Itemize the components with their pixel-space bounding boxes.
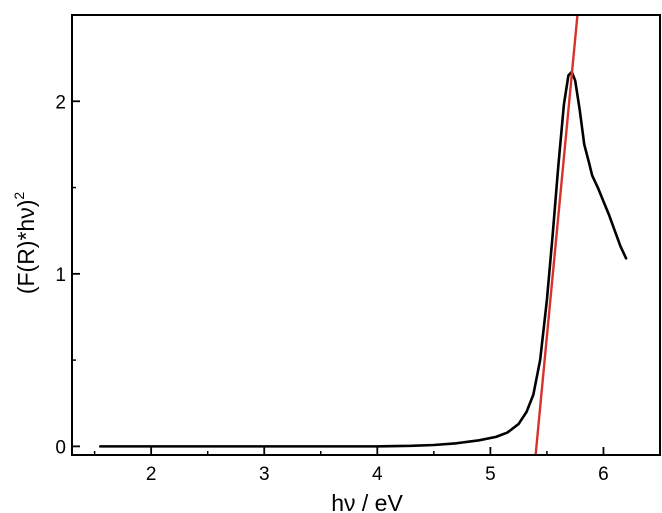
x-tick-label: 3 xyxy=(259,464,270,485)
x-axis: 2 3 4 5 6 xyxy=(93,447,609,485)
x-tick-label: 5 xyxy=(485,464,496,485)
y-tick-label: 2 xyxy=(55,92,66,113)
y-axis-title-superscript: 2 xyxy=(11,192,27,200)
x-axis-title: hν / eV xyxy=(331,490,403,513)
x-tick-label: 6 xyxy=(598,464,609,485)
y-axis: 0 1 2 xyxy=(55,92,80,458)
series-layer xyxy=(98,15,628,455)
x-tick-label: 2 xyxy=(146,464,157,485)
y-axis-title: (F(R)*hν)2 xyxy=(11,192,39,295)
plot-clip-group xyxy=(98,15,628,455)
y-tick-label: 0 xyxy=(55,437,66,458)
plot-frame xyxy=(71,14,661,456)
x-tick-label: 4 xyxy=(372,464,383,485)
series-line-spectrum xyxy=(98,70,628,448)
y-tick-label: 1 xyxy=(55,265,66,286)
series-line-tauc-fit xyxy=(534,15,579,455)
y-axis-title-main: (F(R)*hν) xyxy=(13,200,39,295)
